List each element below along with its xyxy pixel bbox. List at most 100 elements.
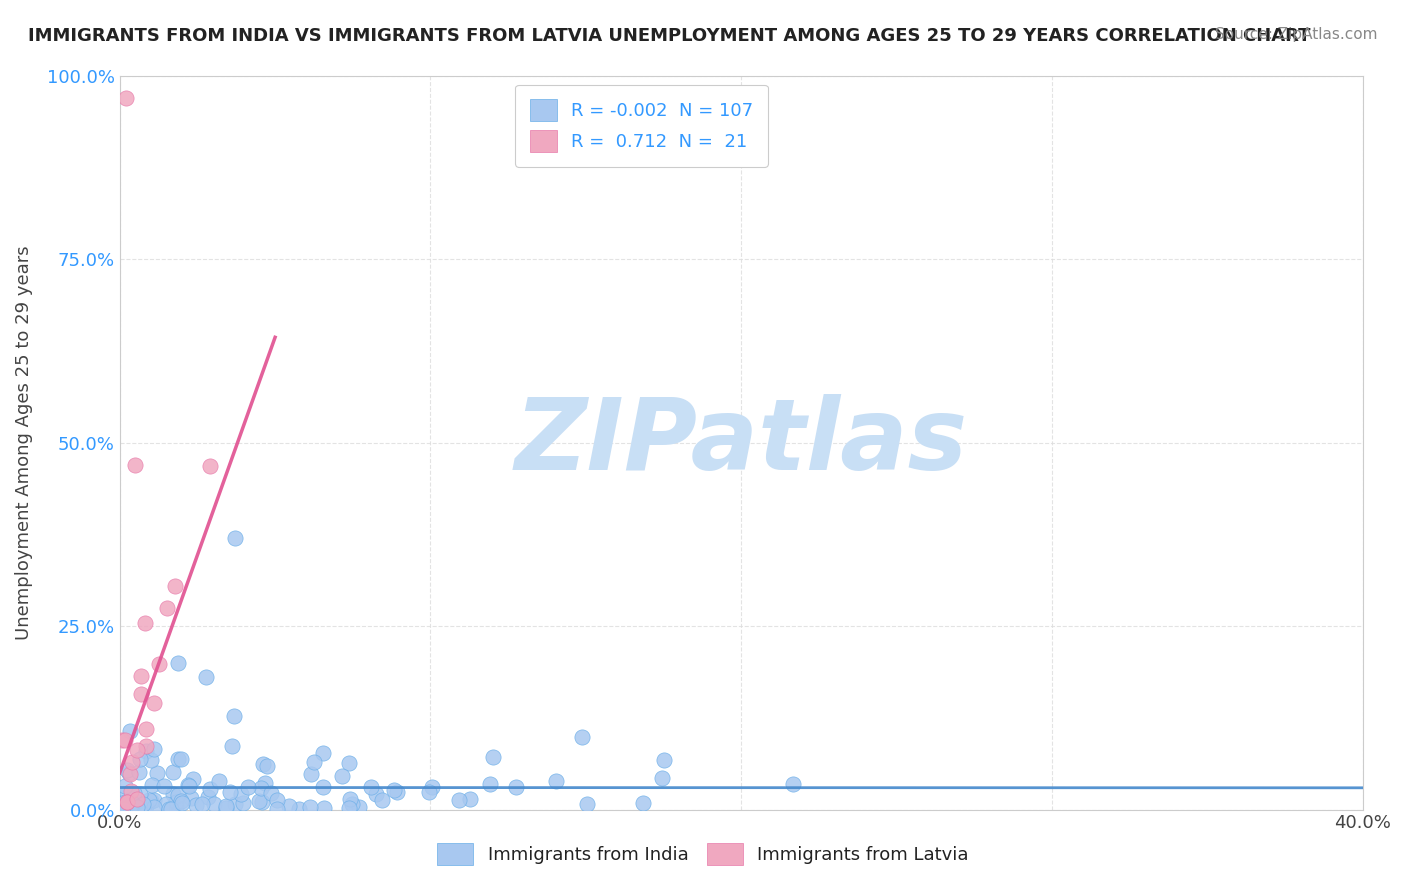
Point bbox=[250, 780, 273, 795]
Point bbox=[314, 801, 336, 815]
Point bbox=[134, 615, 156, 630]
Point bbox=[143, 741, 166, 756]
Point bbox=[118, 800, 141, 814]
Legend: R = -0.002  N = 107, R =  0.712  N =  21: R = -0.002 N = 107, R = 0.712 N = 21 bbox=[516, 85, 768, 167]
Point bbox=[340, 797, 363, 811]
Point bbox=[166, 788, 188, 802]
Point bbox=[191, 797, 214, 811]
Point bbox=[236, 780, 259, 794]
Point bbox=[221, 739, 243, 754]
Point bbox=[266, 802, 288, 816]
Point bbox=[114, 779, 136, 793]
Point bbox=[142, 696, 165, 710]
Point bbox=[165, 579, 187, 593]
Point bbox=[114, 733, 136, 747]
Point bbox=[339, 791, 361, 805]
Point bbox=[121, 796, 143, 810]
Point bbox=[177, 778, 200, 792]
Point bbox=[141, 778, 163, 792]
Point bbox=[782, 777, 804, 791]
Point bbox=[135, 722, 157, 736]
Point bbox=[299, 766, 322, 780]
Point bbox=[142, 800, 165, 814]
Point bbox=[115, 786, 138, 800]
Point bbox=[302, 755, 325, 769]
Point bbox=[128, 752, 150, 766]
Point bbox=[254, 776, 277, 790]
Point bbox=[337, 756, 360, 771]
Point bbox=[135, 744, 157, 758]
Point bbox=[266, 793, 288, 807]
Point bbox=[311, 746, 333, 760]
Point bbox=[165, 800, 187, 814]
Point bbox=[215, 801, 238, 815]
Point bbox=[165, 795, 187, 809]
Point bbox=[208, 774, 231, 789]
Point bbox=[127, 791, 149, 805]
Point bbox=[197, 790, 219, 805]
Point bbox=[167, 656, 190, 670]
Point bbox=[153, 779, 176, 793]
Point bbox=[387, 785, 409, 799]
Point bbox=[112, 802, 135, 816]
Point bbox=[214, 798, 236, 813]
Point bbox=[111, 799, 134, 814]
Point bbox=[120, 723, 142, 738]
Point bbox=[122, 786, 145, 800]
Point bbox=[129, 787, 152, 801]
Point bbox=[256, 759, 278, 773]
Point bbox=[219, 785, 242, 799]
Point bbox=[447, 793, 470, 807]
Point bbox=[157, 802, 180, 816]
Point bbox=[347, 799, 370, 814]
Point bbox=[148, 657, 170, 671]
Point bbox=[162, 787, 184, 801]
Y-axis label: Unemployment Among Ages 25 to 29 years: Unemployment Among Ages 25 to 29 years bbox=[15, 245, 32, 640]
Point bbox=[224, 531, 246, 545]
Point bbox=[132, 797, 155, 811]
Point bbox=[180, 790, 202, 805]
Point bbox=[129, 687, 152, 701]
Point bbox=[224, 797, 246, 811]
Point bbox=[651, 771, 673, 785]
Point bbox=[312, 780, 335, 795]
Point bbox=[250, 795, 273, 809]
Point bbox=[232, 797, 254, 811]
Point bbox=[170, 794, 193, 808]
Point bbox=[366, 788, 388, 802]
Point bbox=[111, 797, 134, 812]
Point bbox=[481, 750, 503, 764]
Point bbox=[129, 668, 152, 682]
Point bbox=[170, 752, 193, 766]
Point bbox=[124, 458, 146, 472]
Point bbox=[247, 794, 270, 808]
Point bbox=[288, 802, 311, 816]
Point bbox=[181, 772, 204, 786]
Point bbox=[121, 798, 143, 813]
Point bbox=[576, 797, 599, 811]
Point bbox=[177, 779, 200, 793]
Point bbox=[652, 753, 675, 767]
Point bbox=[114, 795, 136, 809]
Point bbox=[139, 753, 162, 767]
Point bbox=[155, 797, 177, 811]
Point bbox=[115, 763, 138, 777]
Point bbox=[337, 800, 360, 814]
Point bbox=[371, 793, 394, 807]
Point bbox=[505, 780, 527, 795]
Text: ZIPatlas: ZIPatlas bbox=[515, 394, 967, 491]
Point bbox=[252, 757, 274, 772]
Point bbox=[156, 600, 179, 615]
Point bbox=[162, 764, 184, 779]
Point bbox=[135, 739, 157, 754]
Point bbox=[138, 792, 160, 806]
Point bbox=[277, 799, 299, 814]
Point bbox=[186, 797, 208, 812]
Point bbox=[120, 784, 142, 798]
Point bbox=[231, 787, 253, 801]
Point bbox=[571, 731, 593, 745]
Point bbox=[260, 786, 283, 800]
Point bbox=[118, 766, 141, 780]
Point bbox=[160, 802, 183, 816]
Point bbox=[118, 767, 141, 781]
